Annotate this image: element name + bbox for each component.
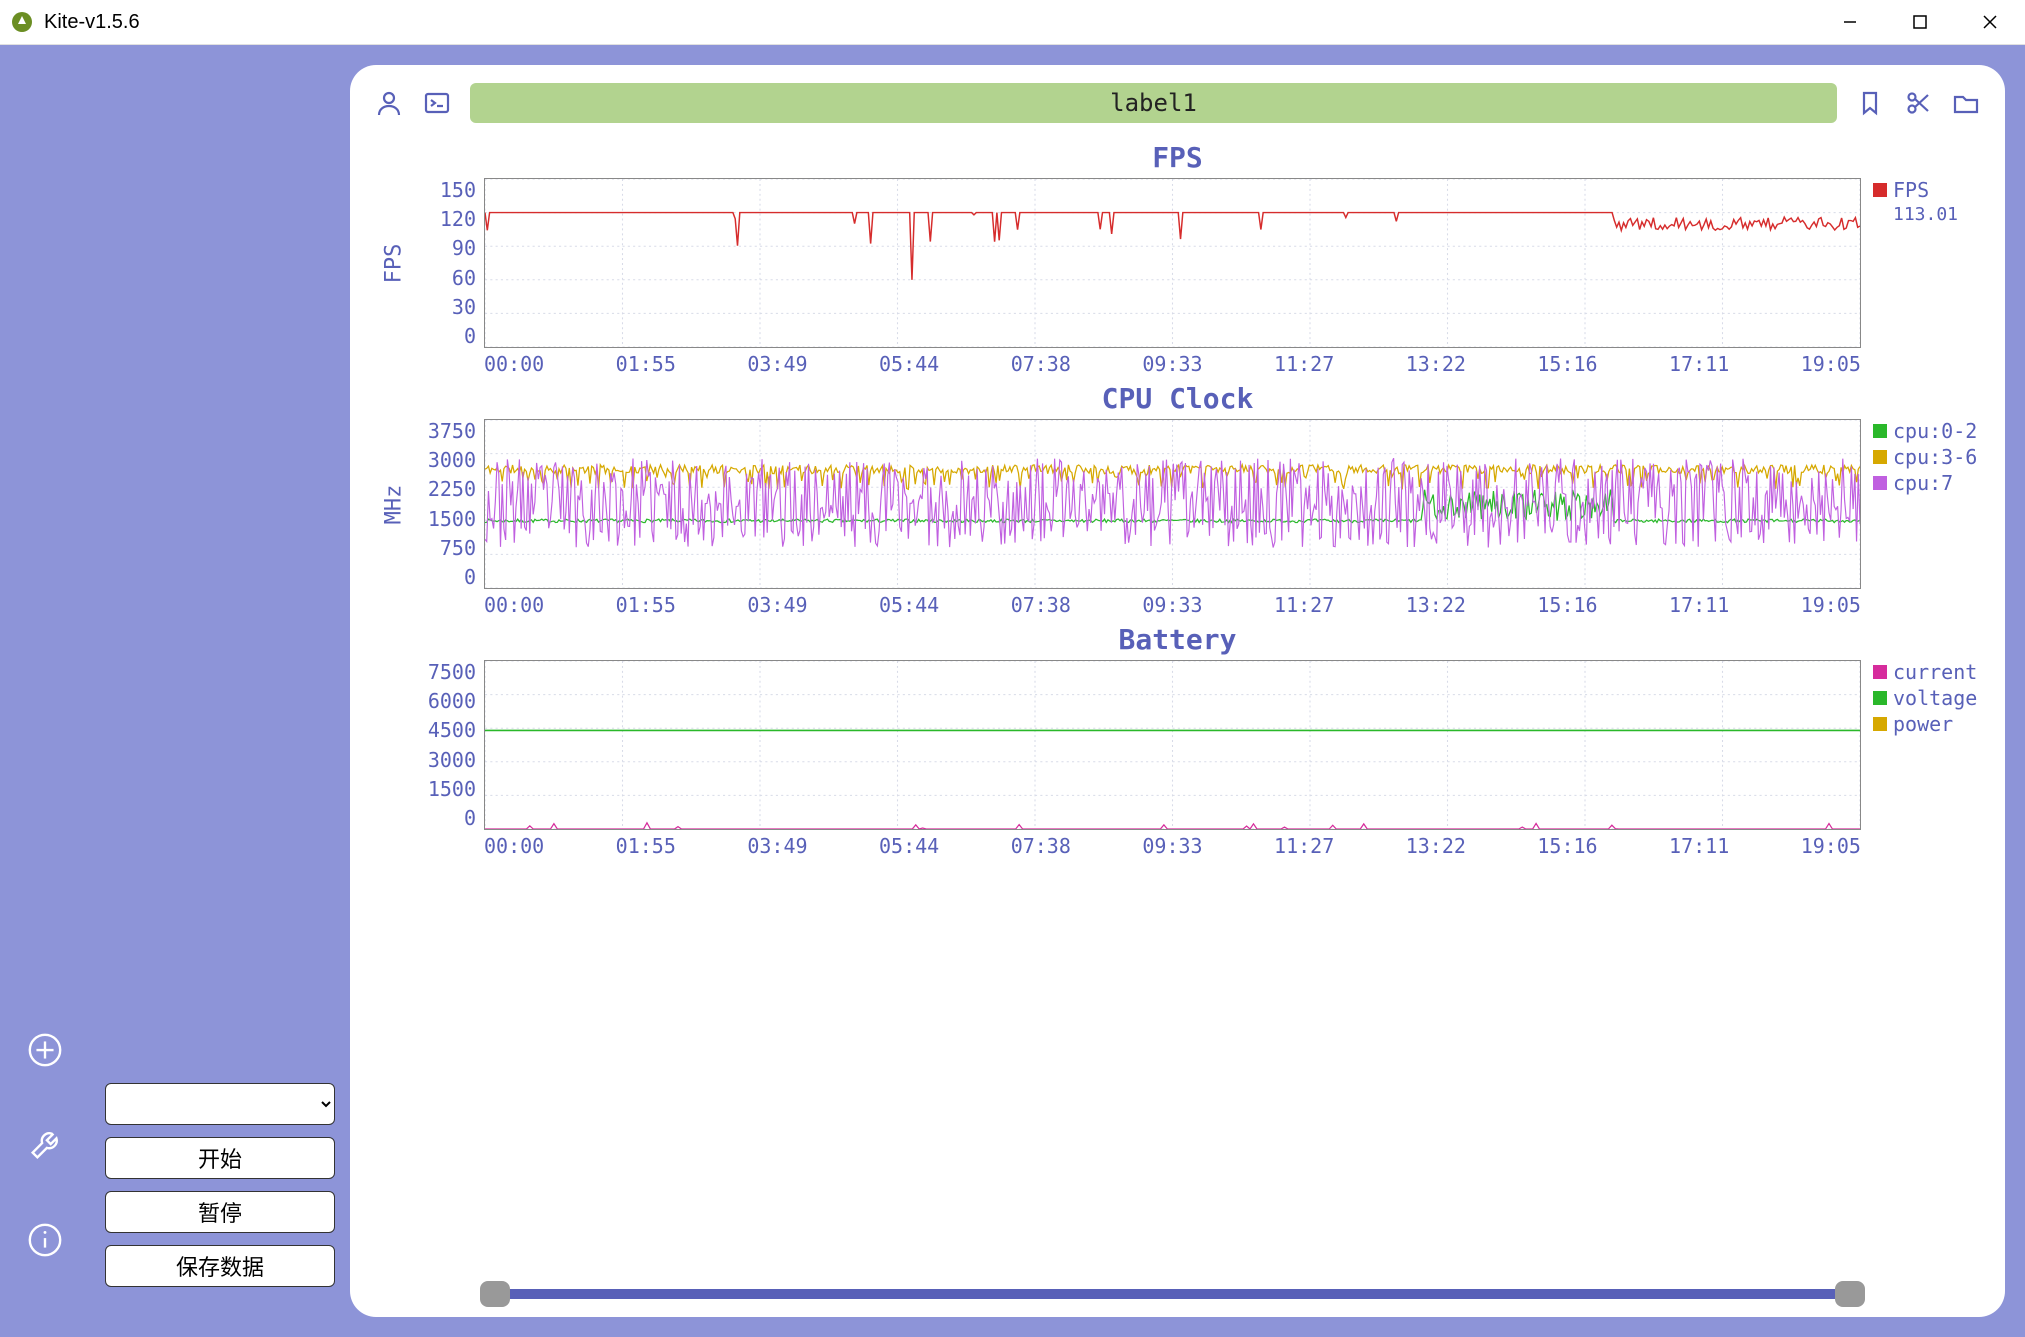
terminal-icon[interactable] [422,88,452,118]
y-axis-label [374,660,414,830]
legend: currentvoltagepower [1861,660,1981,830]
plot-area[interactable] [484,660,1861,830]
left-rail [0,65,90,1317]
x-ticks: 00:0001:5503:4905:4407:3809:3311:2713:22… [484,348,1861,376]
y-axis-label: FPS [374,178,414,348]
legend-item[interactable]: current [1873,660,1981,684]
y-ticks: 1501209060300 [414,178,484,348]
top-toolbar: label1 [374,83,1981,123]
chart-title: CPU Clock [374,382,1981,415]
add-icon[interactable] [23,1027,68,1072]
legend-item[interactable]: power [1873,712,1981,736]
chart-title: FPS [374,141,1981,174]
y-ticks: 750060004500300015000 [414,660,484,830]
folder-icon[interactable] [1951,88,1981,118]
slider-handle-right[interactable] [1835,1281,1865,1307]
legend-item[interactable]: FPS [1873,178,1981,202]
pause-button[interactable]: 暂停 [105,1191,335,1233]
x-ticks: 00:0001:5503:4905:4407:3809:3311:2713:22… [484,830,1861,858]
scissors-icon[interactable] [1903,88,1933,118]
wrench-icon[interactable] [23,1122,68,1167]
close-button[interactable] [1955,0,2025,45]
main-panel: label1 FPSFPS1501209060300FPS113.0100:00… [350,65,2005,1317]
save-button[interactable]: 保存数据 [105,1245,335,1287]
device-select[interactable] [105,1083,335,1125]
side-controls: 开始 暂停 保存数据 [90,65,350,1317]
y-ticks: 37503000225015007500 [414,419,484,589]
bookmark-icon[interactable] [1855,88,1885,118]
minimize-button[interactable] [1815,0,1885,45]
window-titlebar: Kite-v1.5.6 [0,0,2025,45]
maximize-button[interactable] [1885,0,1955,45]
chart-title: Battery [374,623,1981,656]
legend-item[interactable]: cpu:0-2 [1873,419,1981,443]
time-slider[interactable] [484,1289,1861,1299]
user-icon[interactable] [374,88,404,118]
legend: cpu:0-2cpu:3-6cpu:7 [1861,419,1981,589]
app-icon [10,10,34,34]
legend-item[interactable]: cpu:7 [1873,471,1981,495]
start-button[interactable]: 开始 [105,1137,335,1179]
plot-area[interactable] [484,419,1861,589]
chart-fps: FPSFPS1501209060300FPS113.0100:0001:5503… [374,135,1981,376]
window-title: Kite-v1.5.6 [44,11,1815,34]
plot-area[interactable] [484,178,1861,348]
legend-item[interactable]: cpu:3-6 [1873,445,1981,469]
x-ticks: 00:0001:5503:4905:4407:3809:3311:2713:22… [484,589,1861,617]
slider-handle-left[interactable] [480,1281,510,1307]
legend: FPS113.01 [1861,178,1981,348]
info-icon[interactable] [23,1217,68,1262]
legend-item[interactable]: voltage [1873,686,1981,710]
chart-battery: Battery 750060004500300015000 currentvolta… [374,617,1981,858]
chart-cpu: CPU ClockMHz37503000225015007500cpu:0-2c… [374,376,1981,617]
label-bar[interactable]: label1 [470,83,1837,123]
y-axis-label: MHz [374,419,414,589]
